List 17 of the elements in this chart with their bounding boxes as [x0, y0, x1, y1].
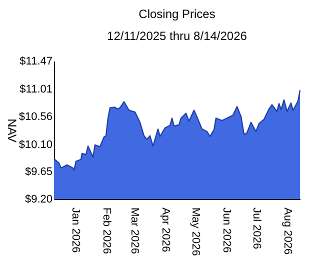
chart-title: Closing Prices	[138, 7, 216, 21]
y-axis-title: NAV	[4, 118, 19, 142]
x-tick-label: Feb 2026	[100, 208, 112, 254]
chart-subtitle: 12/11/2025 thru 8/14/2026	[107, 29, 248, 43]
y-tick-label: $10.10	[18, 138, 52, 151]
x-tick-label: Jan 2026	[70, 208, 82, 253]
x-tick-label: Jun 2026	[220, 208, 232, 253]
x-tick-label: Mar 2026	[128, 208, 140, 254]
y-tick-label: $10.56	[18, 110, 52, 123]
x-tick-label: Jul 2026	[250, 208, 262, 250]
y-tick-label: $9.65	[24, 166, 52, 178]
x-tick-label: May 2026	[190, 208, 202, 256]
x-tick-label: Apr 2026	[160, 208, 172, 252]
y-tick-label: $9.20	[24, 194, 52, 206]
x-tick-label: Aug 2026	[282, 208, 294, 255]
y-tick-label: $11.47	[20, 56, 52, 68]
y-tick-label: $11.01	[20, 83, 52, 96]
